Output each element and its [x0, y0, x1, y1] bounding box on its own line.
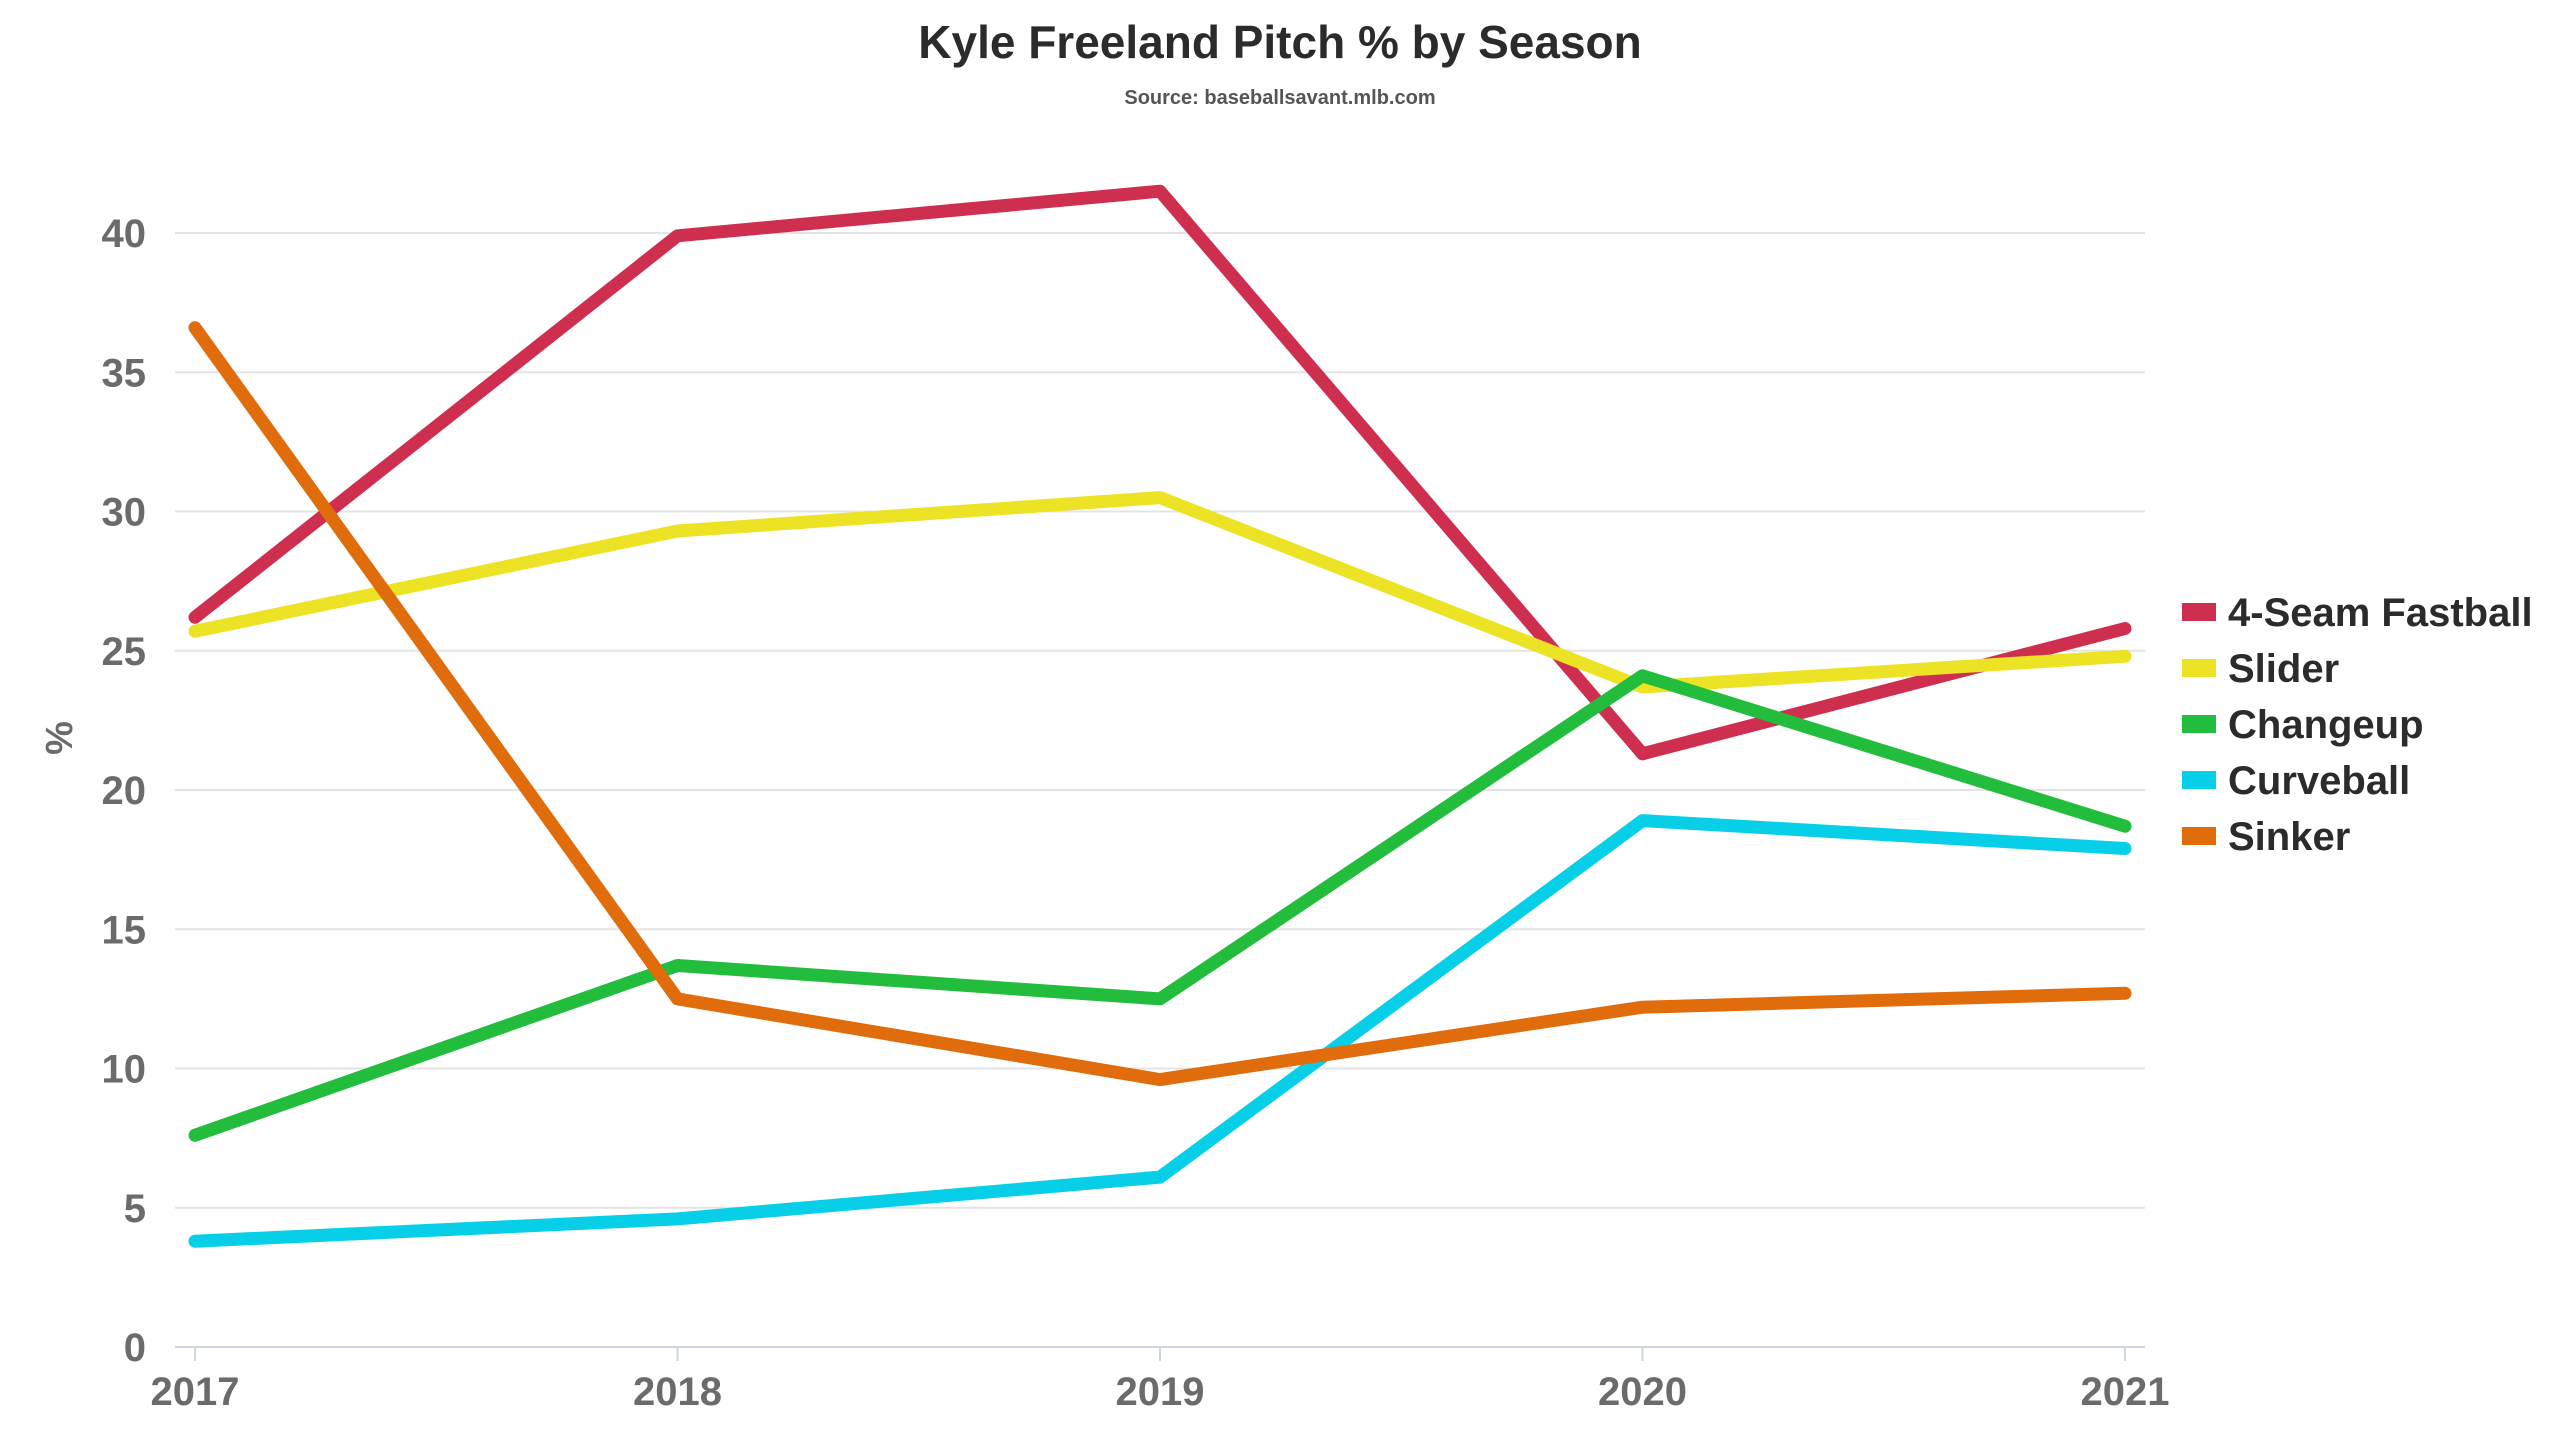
- y-tick-label: 5: [124, 1187, 146, 1231]
- x-tick-label: 2020: [1598, 1370, 1687, 1414]
- legend-label: Sinker: [2228, 815, 2350, 859]
- y-tick-label: 0: [124, 1326, 146, 1370]
- x-tick-label: 2018: [633, 1370, 722, 1414]
- legend: 4-Seam Fastball Slider Changeup Curveball Si…: [2182, 591, 2533, 859]
- legend-swatch: [2182, 603, 2216, 621]
- legend-item-changeup[interactable]: Changeup: [2182, 703, 2424, 747]
- legend-item-slider[interactable]: Slider: [2182, 647, 2339, 691]
- legend-item-4-seam-fastball[interactable]: 4-Seam Fastball: [2182, 591, 2533, 635]
- legend-label: Slider: [2228, 647, 2339, 691]
- y-tick-label: 20: [102, 769, 147, 813]
- legend-label: Curveball: [2228, 759, 2410, 803]
- chart-subtitle: Source: baseballsavant.mlb.com: [1124, 87, 1435, 109]
- series-line-sinker: [188, 321, 2132, 1087]
- y-tick-label: 30: [102, 491, 147, 535]
- x-tick-label: 2019: [1116, 1370, 1205, 1414]
- series-line-slider: [188, 491, 2132, 694]
- y-tick-label: 40: [102, 212, 147, 256]
- legend-swatch: [2182, 659, 2216, 677]
- axes: 0 5 10 15 20 25 30 35 40 2017 2018 2019 2020 2021: [102, 212, 2170, 1414]
- series-line-curveball: [188, 814, 2132, 1248]
- series-line-4-seam-fastball: [188, 184, 2132, 761]
- series-lines: [188, 184, 2132, 1248]
- legend-item-curveball[interactable]: Curveball: [2182, 759, 2410, 803]
- chart-title: Kyle Freeland Pitch % by Season: [918, 16, 1641, 68]
- legend-swatch: [2182, 771, 2216, 789]
- x-tick-label: 2017: [151, 1370, 240, 1414]
- y-tick-label: 10: [102, 1048, 147, 1092]
- legend-swatch: [2182, 715, 2216, 733]
- legend-label: Changeup: [2228, 703, 2424, 747]
- series-line-changeup: [188, 669, 2132, 1142]
- y-tick-label: 15: [102, 908, 147, 952]
- x-tick-label: 2021: [2081, 1370, 2170, 1414]
- legend-item-sinker[interactable]: Sinker: [2182, 815, 2350, 859]
- y-tick-label: 35: [102, 351, 147, 395]
- y-axis-label: %: [39, 721, 81, 755]
- legend-swatch: [2182, 827, 2216, 845]
- legend-label: 4-Seam Fastball: [2228, 591, 2533, 635]
- y-tick-label: 25: [102, 630, 147, 674]
